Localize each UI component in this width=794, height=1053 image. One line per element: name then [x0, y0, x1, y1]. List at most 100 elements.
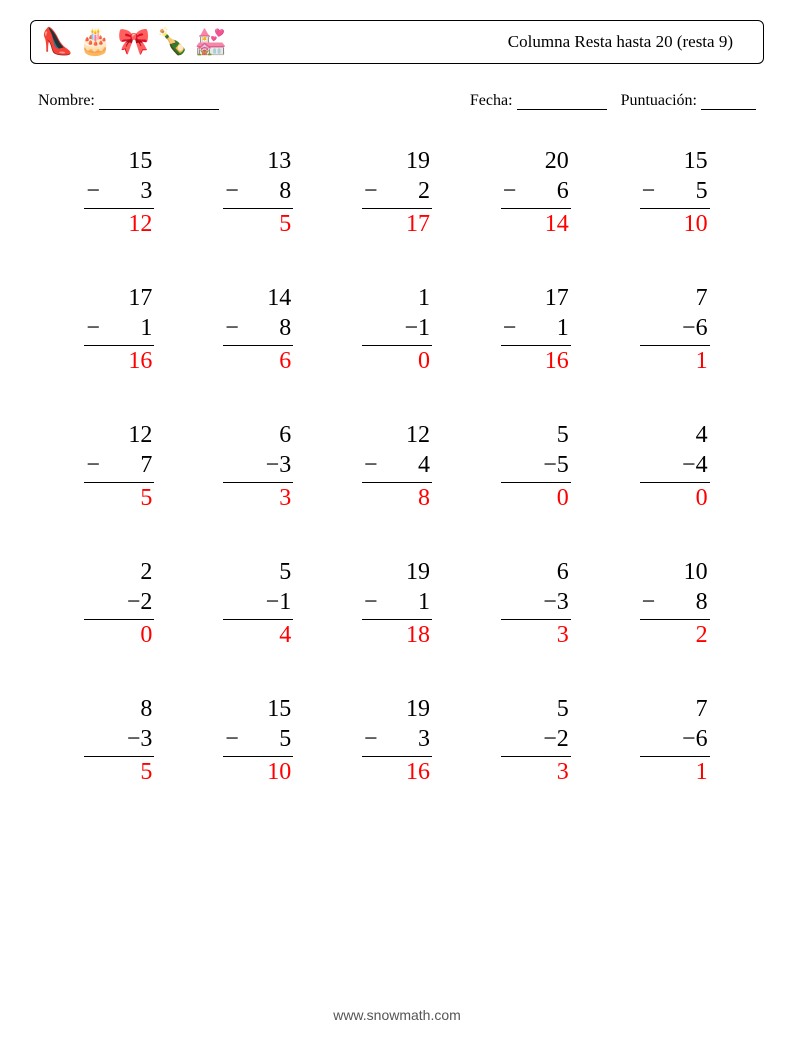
answer: 17: [406, 209, 432, 239]
minus-sign: −: [501, 313, 517, 343]
subtrahend-line: −1: [501, 313, 571, 343]
subtraction-problem: 17− 116: [84, 283, 154, 376]
subtrahend: 3: [140, 724, 154, 754]
answer: 5: [140, 757, 154, 787]
subtrahend-line: −3: [541, 587, 571, 617]
minus-sign: −: [223, 176, 239, 206]
minuend: 7: [696, 694, 710, 724]
subtrahend-line: −3: [125, 724, 155, 754]
subtraction-problem: 1−10: [362, 283, 432, 376]
answer: 6: [279, 346, 293, 376]
minus-sign: −: [264, 450, 280, 480]
answer: 0: [140, 620, 154, 650]
subtrahend: 3: [418, 724, 432, 754]
answer: 3: [279, 483, 293, 513]
subtrahend-line: −6: [680, 313, 710, 343]
subtraction-problem: 6−33: [223, 420, 293, 513]
minuend: 10: [684, 557, 710, 587]
minuend: 12: [128, 420, 154, 450]
date-label: Fecha:: [470, 92, 513, 109]
subtrahend: 1: [418, 313, 432, 343]
subtraction-problem: 15−510: [223, 694, 293, 787]
minus-sign: −: [362, 176, 378, 206]
subtrahend: 1: [557, 313, 571, 343]
subtrahend-line: −3: [84, 176, 154, 206]
subtraction-problem: 5−23: [501, 694, 571, 787]
answer: 14: [545, 209, 571, 239]
answer: 16: [128, 346, 154, 376]
minus-sign: −: [640, 587, 656, 617]
subtraction-problem: 4−40: [640, 420, 710, 513]
minuend: 14: [267, 283, 293, 313]
minuend: 12: [406, 420, 432, 450]
subtrahend: 3: [140, 176, 154, 206]
answer: 10: [267, 757, 293, 787]
subtrahend: 3: [279, 450, 293, 480]
answer: 16: [545, 346, 571, 376]
subtrahend-line: −8: [640, 587, 710, 617]
minus-sign: −: [541, 587, 557, 617]
minuend: 6: [557, 557, 571, 587]
minuend: 17: [128, 283, 154, 313]
answer: 18: [406, 620, 432, 650]
answer: 1: [696, 757, 710, 787]
header-icons: 👠 🎂 🎀 🍾 💒: [41, 29, 227, 55]
minus-sign: −: [680, 724, 696, 754]
date-blank[interactable]: [517, 95, 607, 110]
minus-sign: −: [125, 587, 141, 617]
minus-sign: −: [223, 724, 239, 754]
minuend: 1: [418, 283, 432, 313]
subtrahend: 2: [418, 176, 432, 206]
minuend: 15: [684, 146, 710, 176]
minuend: 5: [557, 420, 571, 450]
subtrahend: 4: [418, 450, 432, 480]
answer: 0: [418, 346, 432, 376]
subtrahend: 1: [140, 313, 154, 343]
subtrahend: 8: [696, 587, 710, 617]
minus-sign: −: [640, 176, 656, 206]
minus-sign: −: [680, 450, 696, 480]
minus-sign: −: [84, 313, 100, 343]
answer: 5: [279, 209, 293, 239]
header-bar: 👠 🎂 🎀 🍾 💒 Columna Resta hasta 20 (resta …: [30, 20, 764, 64]
subtrahend-line: −4: [362, 450, 432, 480]
worksheet-page: 👠 🎂 🎀 🍾 💒 Columna Resta hasta 20 (resta …: [0, 0, 794, 787]
subtraction-problem: 15−312: [84, 146, 154, 239]
subtrahend: 6: [696, 724, 710, 754]
minus-sign: −: [84, 176, 100, 206]
minus-sign: −: [541, 450, 557, 480]
subtrahend-line: −8: [223, 176, 293, 206]
subtrahend-line: −1: [264, 587, 294, 617]
subtrahend: 2: [557, 724, 571, 754]
subtrahend-line: −4: [680, 450, 710, 480]
subtrahend: 4: [696, 450, 710, 480]
subtraction-problem: 19−316: [362, 694, 432, 787]
subtrahend-line: −6: [501, 176, 571, 206]
subtrahend-line: −3: [264, 450, 294, 480]
answer: 10: [684, 209, 710, 239]
subtraction-problem: 17−116: [501, 283, 571, 376]
minuend: 19: [406, 694, 432, 724]
minuend: 19: [406, 146, 432, 176]
subtrahend: 1: [279, 587, 293, 617]
name-field: Nombre:: [38, 92, 219, 110]
name-blank[interactable]: [99, 95, 219, 110]
answer: 3: [557, 757, 571, 787]
subtraction-problem: 5−14: [223, 557, 293, 650]
subtrahend: 7: [140, 450, 154, 480]
answer: 4: [279, 620, 293, 650]
subtrahend: 8: [279, 313, 293, 343]
date-field: Fecha:: [470, 92, 607, 110]
subtraction-problem: 2−20: [84, 557, 154, 650]
answer: 3: [557, 620, 571, 650]
minuend: 4: [696, 420, 710, 450]
subtrahend: 6: [696, 313, 710, 343]
minus-sign: −: [223, 313, 239, 343]
subtraction-problem: 5−50: [501, 420, 571, 513]
subtrahend-line: −5: [541, 450, 571, 480]
date-score-fields: Fecha: Puntuación:: [470, 92, 756, 110]
score-blank[interactable]: [701, 95, 756, 110]
minuend: 5: [557, 694, 571, 724]
minuend: 6: [279, 420, 293, 450]
subtraction-problem: 10−82: [640, 557, 710, 650]
